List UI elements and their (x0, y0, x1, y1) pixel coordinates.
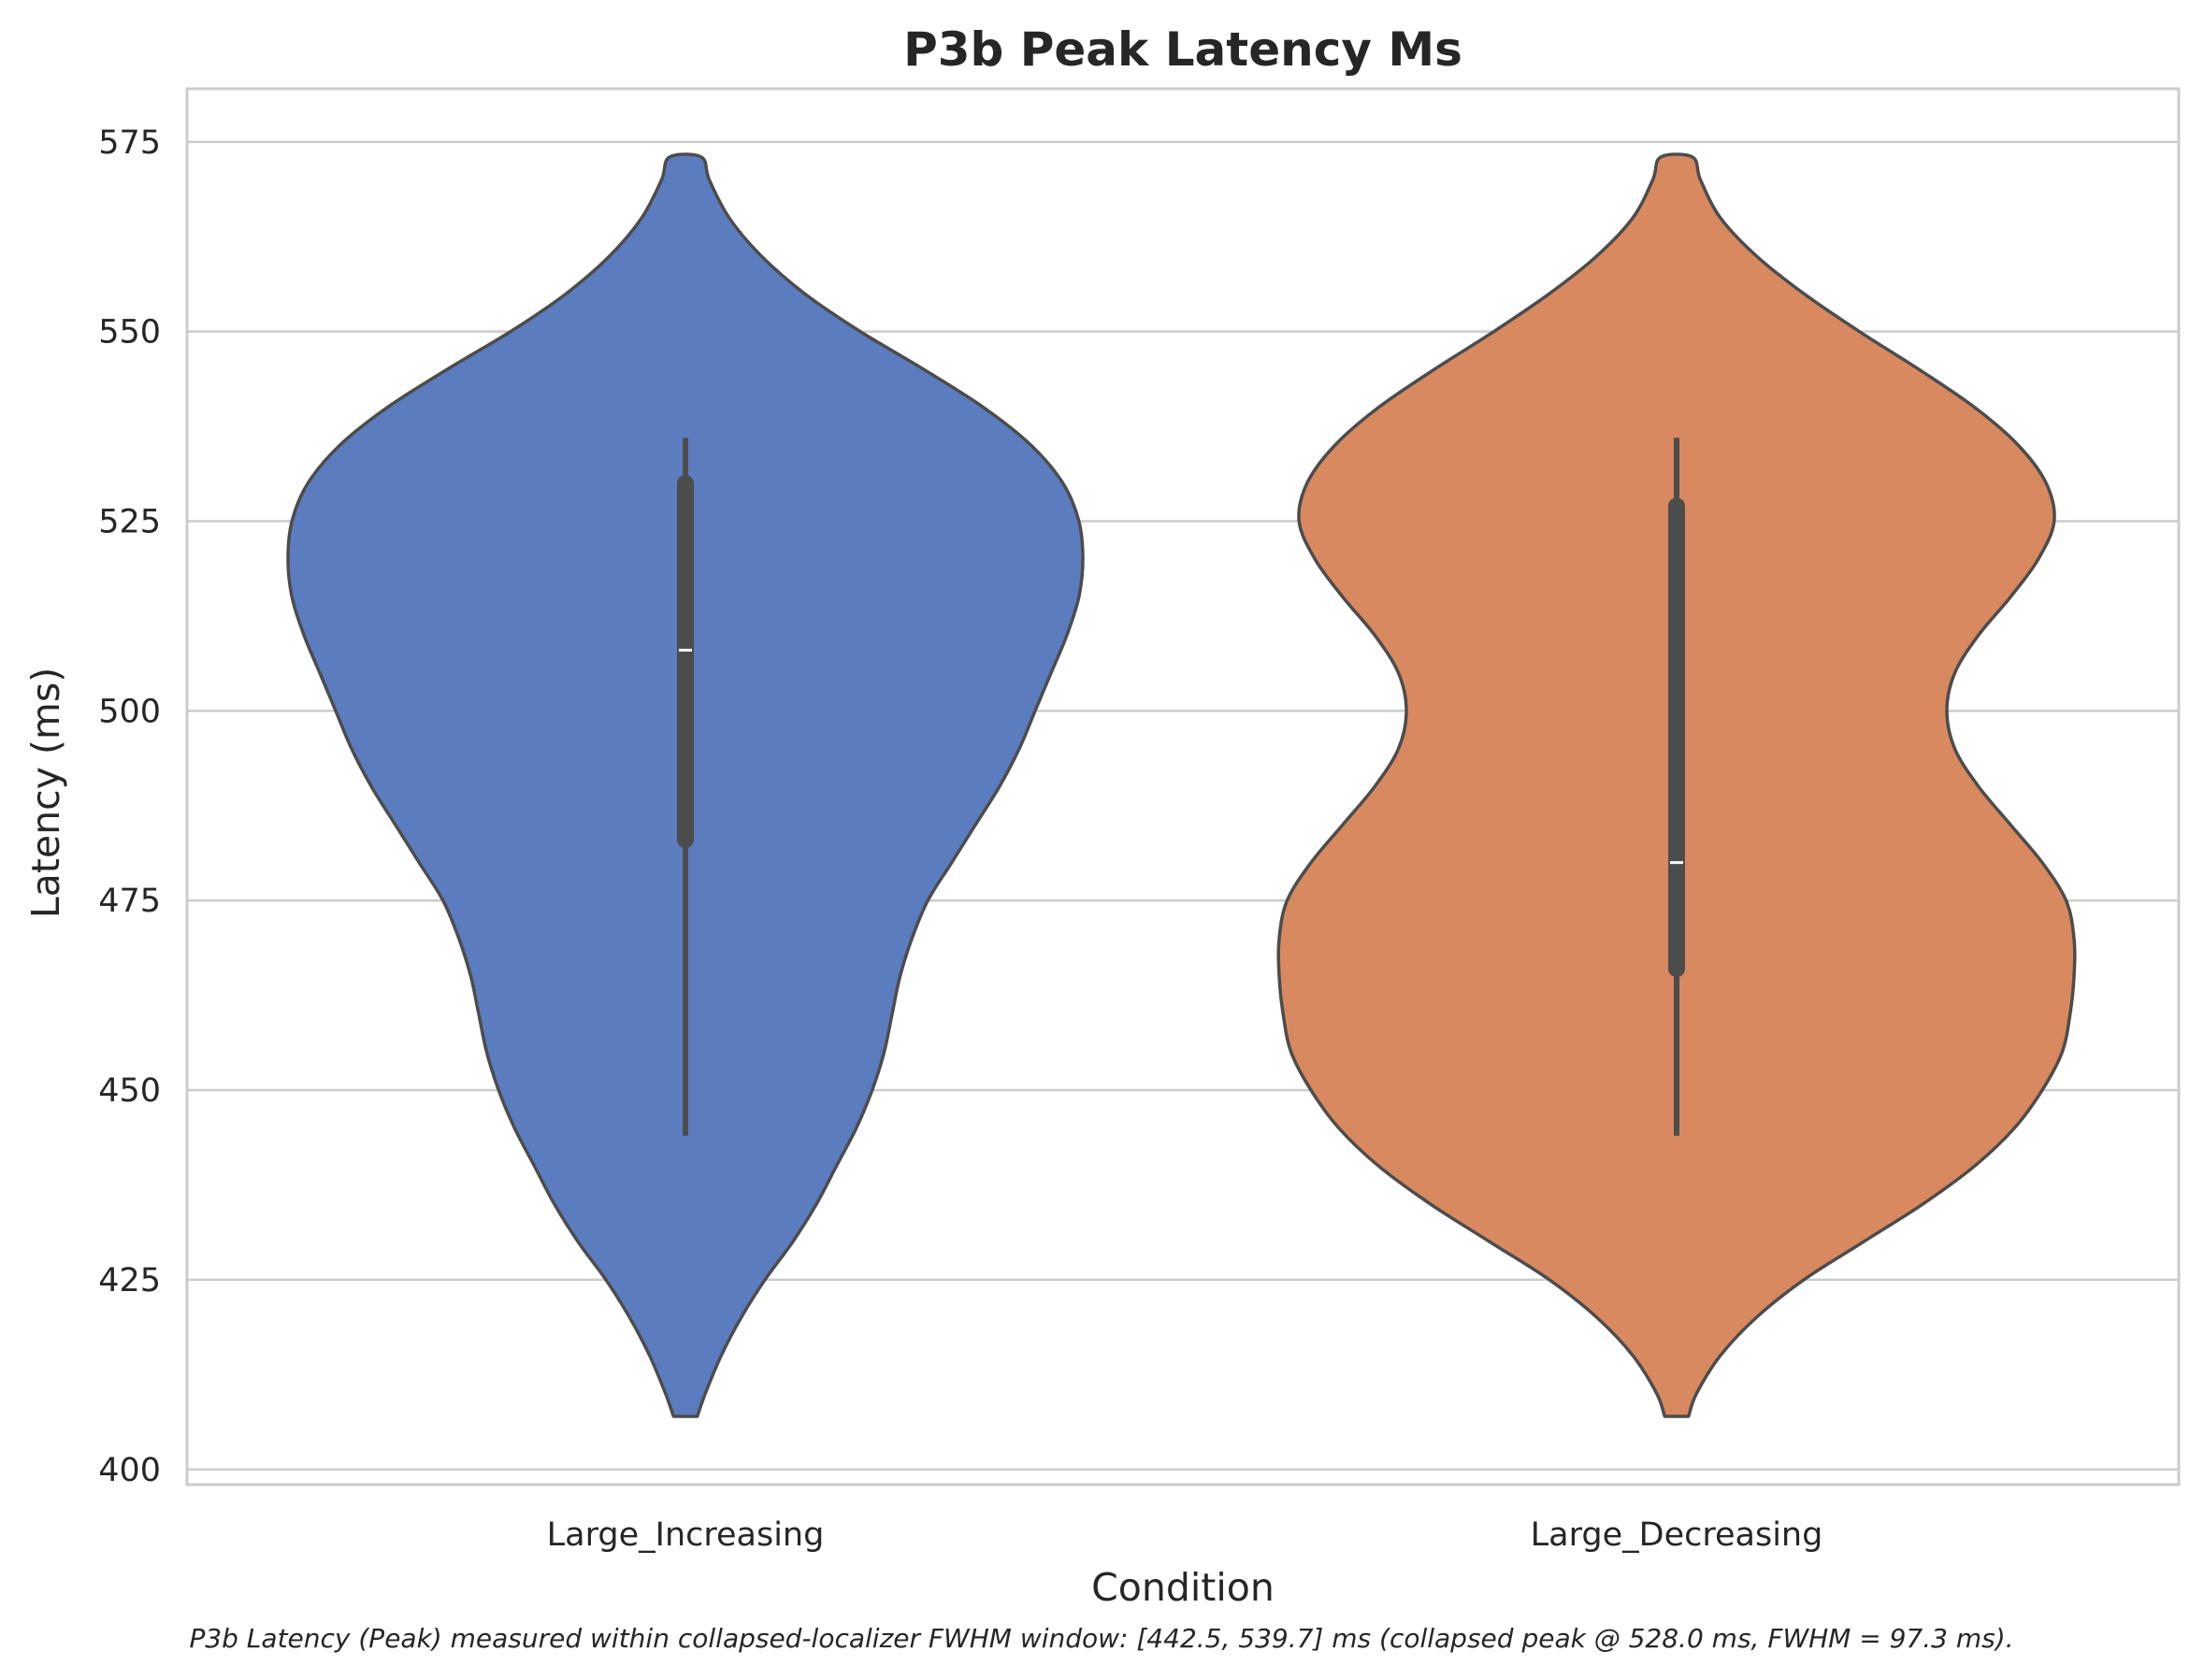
y-tick-label: 425 (98, 1262, 161, 1299)
violin-Large_Decreasing (1276, 152, 2077, 1418)
chart-title: P3b Peak Latency Ms (903, 22, 1462, 77)
y-tick-label: 550 (98, 314, 161, 352)
x-tick-label: Large_Increasing (547, 1516, 825, 1554)
y-tick-label: 500 (98, 693, 161, 730)
y-tick-label: 450 (98, 1072, 161, 1110)
violins (286, 152, 2077, 1418)
chart-caption: P3b Latency (Peak) measured within colla… (189, 1623, 2013, 1654)
x-tick-label: Large_Decreasing (1531, 1516, 1823, 1554)
violin-Large_Increasing (286, 152, 1085, 1418)
y-tick-label: 525 (98, 504, 161, 541)
y-tick-label: 575 (98, 124, 161, 162)
y-tick-label: 475 (98, 883, 161, 920)
x-tick-labels: Large_Increasing Large_Decreasing (547, 1516, 1823, 1554)
x-axis-label: Condition (1091, 1565, 1275, 1610)
y-tick-label: 400 (98, 1452, 161, 1489)
y-axis-label: Latency (ms) (23, 668, 68, 918)
y-tick-labels: 400 425 450 475 500 525 550 575 (98, 124, 161, 1489)
